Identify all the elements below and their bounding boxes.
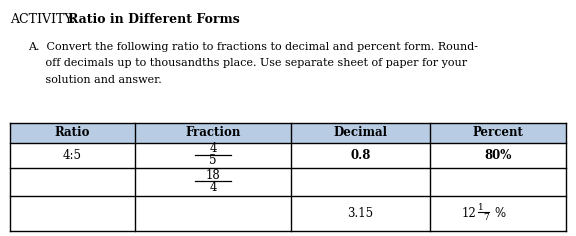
Text: Ratio in Different Forms: Ratio in Different Forms: [68, 13, 240, 26]
Text: off decimals up to thousandths place. Use separate sheet of paper for your: off decimals up to thousandths place. Us…: [28, 59, 467, 68]
Text: 4: 4: [209, 143, 217, 156]
Text: 4: 4: [209, 181, 217, 194]
Text: 1: 1: [478, 203, 484, 212]
Text: A.  Convert the following ratio to fractions to decimal and percent form. Round-: A. Convert the following ratio to fracti…: [28, 42, 478, 52]
Text: %: %: [494, 207, 505, 220]
Text: Fraction: Fraction: [185, 126, 241, 139]
Text: 5: 5: [209, 155, 217, 168]
Text: 12: 12: [461, 207, 476, 220]
Text: 4:5: 4:5: [63, 149, 82, 162]
Text: 3.15: 3.15: [347, 207, 373, 220]
Text: solution and answer.: solution and answer.: [28, 75, 162, 85]
Bar: [10, 123, 566, 143]
Text: ACTIVITY:: ACTIVITY:: [10, 13, 79, 26]
Text: Ratio: Ratio: [55, 126, 90, 139]
Text: 0.8: 0.8: [350, 149, 370, 162]
Text: Percent: Percent: [472, 126, 524, 139]
Text: Decimal: Decimal: [334, 126, 387, 139]
Text: 80%: 80%: [484, 149, 511, 162]
Text: 7: 7: [483, 214, 489, 223]
Text: 18: 18: [206, 169, 220, 182]
